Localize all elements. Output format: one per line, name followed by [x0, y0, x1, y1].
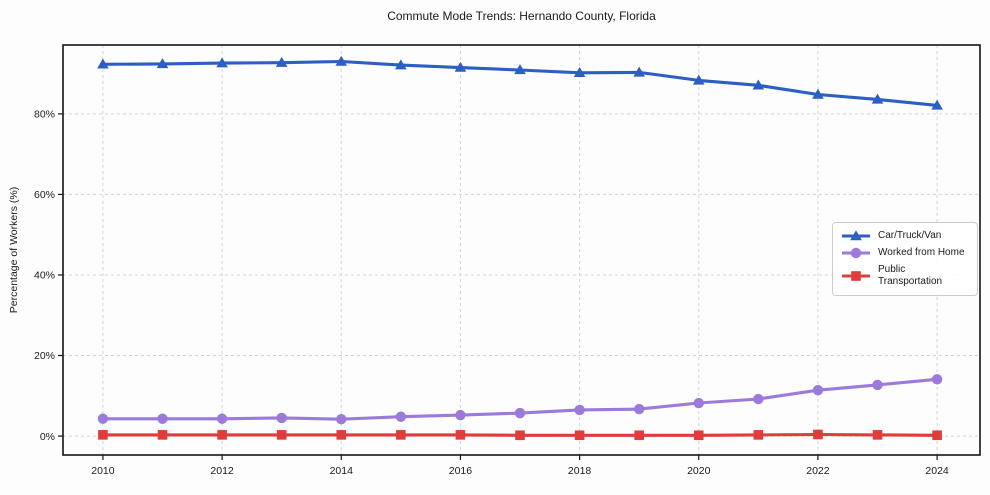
y-tick-label: 0% — [40, 431, 55, 443]
legend-label: Public Transportation — [878, 264, 943, 287]
x-tick-label: 2024 — [925, 465, 949, 477]
data-point-car-truck-van — [871, 93, 884, 104]
x-tick-label: 2018 — [568, 465, 592, 477]
data-point-public-transportation — [276, 430, 287, 440]
data-point-worked-from-home — [97, 413, 109, 424]
data-point-car-truck-van — [514, 64, 526, 75]
data-point-car-truck-van — [752, 79, 765, 90]
data-point-worked-from-home — [931, 374, 943, 385]
data-point-public-transportation — [813, 429, 823, 440]
data-point-public-transportation — [574, 430, 585, 441]
data-point-worked-from-home — [514, 407, 526, 419]
data-point-car-truck-van — [633, 66, 645, 77]
x-tick-label: 2014 — [330, 465, 354, 477]
data-point-car-truck-van — [97, 58, 109, 69]
data-point-public-transportation — [515, 430, 525, 441]
data-point-public-transportation — [634, 430, 644, 441]
data-point-public-transportation — [336, 430, 347, 440]
legend-marker — [851, 271, 861, 281]
data-point-car-truck-van — [573, 66, 586, 77]
triangle-marker-icon — [842, 230, 870, 241]
data-point-worked-from-home — [395, 411, 407, 422]
data-point-car-truck-van — [275, 56, 288, 67]
data-point-car-truck-van — [692, 74, 705, 85]
legend-marker — [850, 247, 862, 259]
data-point-car-truck-van — [931, 99, 943, 110]
data-point-public-transportation — [157, 430, 168, 440]
data-point-worked-from-home — [336, 413, 347, 425]
legend-marker — [850, 230, 862, 241]
data-point-worked-from-home — [276, 412, 287, 424]
series-public-transportation — [98, 429, 942, 441]
legend-item-public-transportation: Public Transportation — [841, 264, 969, 288]
data-point-car-truck-van — [395, 59, 407, 70]
y-axis-label: Percentage of Workers (%) — [8, 186, 20, 314]
legend-label: Car/Truck/Van — [878, 230, 942, 241]
data-point-public-transportation — [98, 430, 108, 440]
data-point-public-transportation — [872, 430, 883, 440]
data-point-worked-from-home — [455, 409, 466, 421]
data-point-car-truck-van — [156, 58, 169, 69]
data-point-public-transportation — [693, 430, 704, 441]
series-car-truck-van — [97, 55, 943, 110]
x-tick-label: 2016 — [449, 465, 473, 477]
data-point-worked-from-home — [633, 403, 645, 415]
x-tick-label: 2022 — [806, 465, 830, 477]
x-tick-label: 2012 — [210, 465, 234, 477]
data-point-worked-from-home — [574, 404, 585, 416]
data-point-worked-from-home — [693, 397, 704, 409]
legend: Car/Truck/Van Worked from Home Public Tran… — [832, 222, 978, 296]
chart-title: Commute Mode Trends: Hernando County, Fl… — [387, 9, 656, 23]
data-point-public-transportation — [217, 430, 227, 440]
data-point-car-truck-van — [216, 57, 228, 68]
data-point-worked-from-home — [157, 413, 168, 424]
legend-label: Worked from Home — [878, 247, 965, 258]
data-point-car-truck-van — [812, 88, 824, 99]
y-tick-label: 60% — [34, 189, 55, 201]
data-point-worked-from-home — [216, 413, 228, 424]
x-tick-label: 2020 — [687, 465, 711, 477]
data-point-public-transportation — [455, 430, 466, 440]
data-point-car-truck-van — [454, 61, 467, 72]
y-tick-label: 20% — [34, 350, 55, 362]
square-marker-icon — [842, 271, 870, 281]
plot-border — [62, 44, 981, 456]
data-point-worked-from-home — [753, 393, 764, 405]
data-point-public-transportation — [753, 430, 764, 440]
legend-item-worked-from-home: Worked from Home — [841, 247, 969, 259]
data-point-public-transportation — [396, 430, 406, 440]
y-tick-label: 40% — [34, 270, 55, 282]
y-tick-label: 80% — [34, 109, 55, 121]
data-point-car-truck-van — [335, 55, 348, 66]
circle-marker-icon — [842, 247, 870, 259]
data-point-worked-from-home — [872, 379, 883, 391]
data-point-worked-from-home — [812, 384, 824, 396]
x-tick-label: 2010 — [91, 465, 115, 477]
series-worked-from-home — [97, 374, 943, 425]
data-point-public-transportation — [932, 430, 942, 441]
legend-item-car-truck-van: Car/Truck/Van — [841, 230, 969, 242]
